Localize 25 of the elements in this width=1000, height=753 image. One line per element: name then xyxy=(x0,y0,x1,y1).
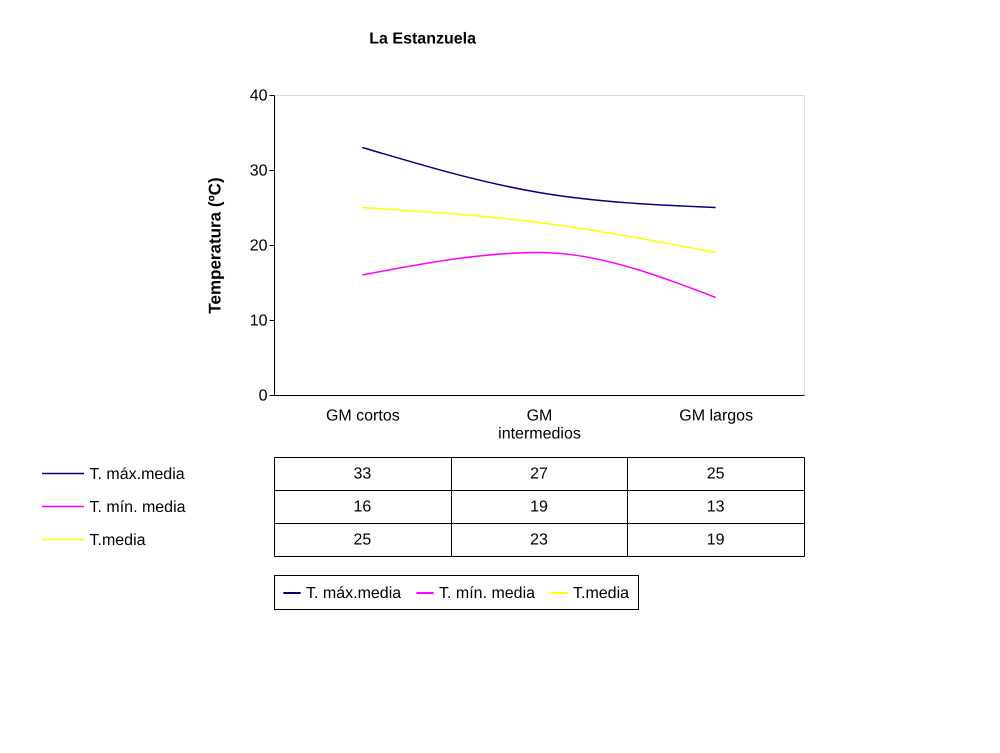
y-tick-label: 40 xyxy=(250,88,268,104)
x-tick-label: GM largos xyxy=(679,408,754,424)
data-label: 27 xyxy=(530,466,548,482)
text: T. máx.media xyxy=(306,585,402,602)
y-tick-label: 10 xyxy=(250,312,268,330)
y-tick-label: 20 xyxy=(250,238,268,254)
data-label: 16 xyxy=(353,498,372,516)
data-label: 19 xyxy=(706,532,725,548)
y-tick-label: 30 xyxy=(250,162,268,180)
x-tick-label: GM intermedios xyxy=(498,408,581,442)
legend-label: T. máx.media xyxy=(90,466,185,483)
chart-title: La Estanzuela xyxy=(369,30,476,48)
data-label: 13 xyxy=(706,498,725,516)
data-label: 23 xyxy=(530,532,548,548)
data-label: 19 xyxy=(530,498,548,516)
legend-label: T.media xyxy=(573,585,630,602)
data-label: 33 xyxy=(353,466,372,482)
data-label: 25 xyxy=(706,466,725,482)
legend-label: T. mín. media xyxy=(90,499,186,516)
y-tick-label: 0 xyxy=(258,388,268,404)
x-tick-label: GM cortos xyxy=(326,408,400,424)
data-label: 25 xyxy=(353,532,372,548)
text: T. mín. media xyxy=(439,585,536,602)
y-axis-title: Temperatura (ºC) xyxy=(206,177,225,314)
text: T.media xyxy=(90,532,146,549)
